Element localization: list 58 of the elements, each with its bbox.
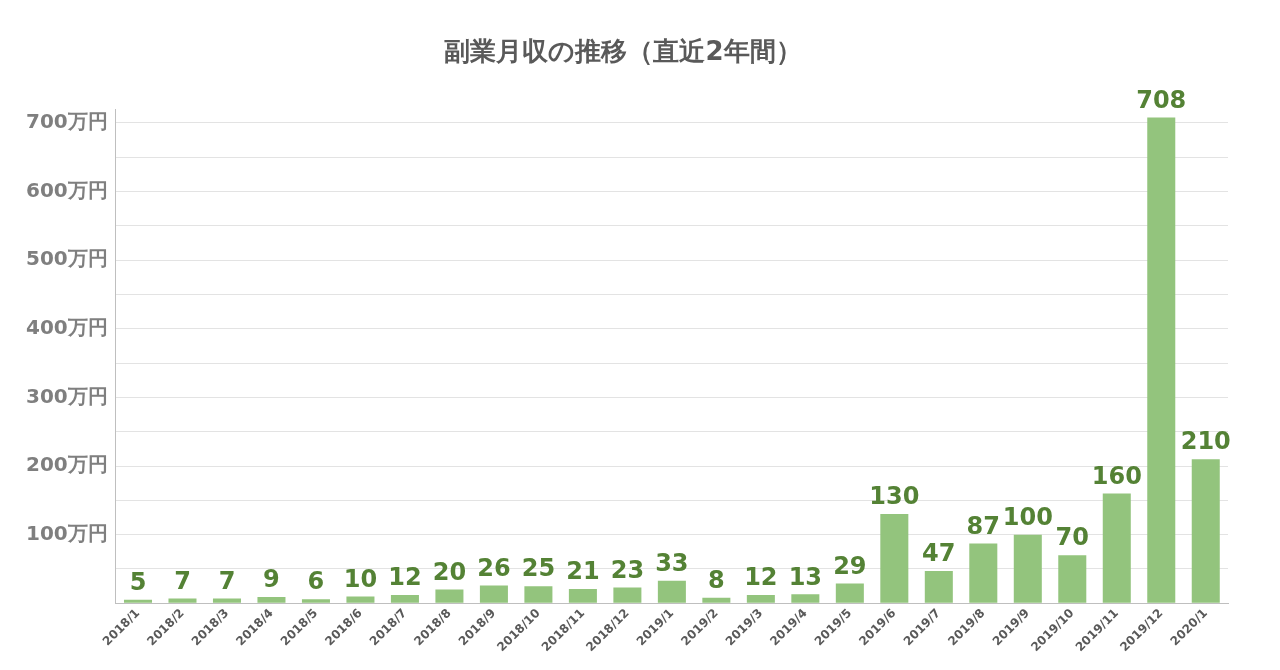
y-tick-label: 300万円 [26,383,108,408]
data-label: 5 [129,568,147,597]
bar [924,571,953,603]
y-tick-label: 100万円 [26,520,108,545]
bar [880,514,909,603]
bar [168,598,197,603]
data-label: 33 [655,548,689,577]
bar [1013,534,1042,603]
y-tick-label: 600万円 [26,177,108,202]
bar [702,597,731,603]
data-label: 21 [566,557,600,586]
bar [1191,459,1220,603]
bar [524,586,553,603]
data-label: 29 [833,551,867,580]
bar [1058,555,1087,603]
bar [969,543,998,603]
bar [613,587,642,603]
data-label: 25 [521,554,556,583]
data-label: 13 [788,562,823,591]
data-label: 130 [869,482,920,511]
data-label: 70 [1055,523,1089,552]
bar [346,596,375,603]
chart-title: 副業月収の推移（直近2年間） [444,36,802,67]
y-tick-label: 200万円 [26,452,108,477]
data-label: 12 [388,563,422,592]
bar [1102,493,1131,603]
bar [568,588,597,603]
bar [301,599,330,603]
data-label: 100 [1002,502,1053,531]
data-label: 160 [1091,461,1142,490]
bar [123,599,153,603]
data-label: 47 [922,539,956,568]
y-tick-label: 700万円 [26,109,108,134]
y-tick-label: 500万円 [26,246,108,271]
data-label: 8 [708,566,725,595]
bar [835,583,864,603]
bar [791,594,820,603]
data-label: 708 [1136,85,1187,114]
bar [390,595,419,603]
bar [435,589,464,603]
data-label: 26 [477,553,511,582]
bar [212,598,241,603]
data-label: 12 [744,563,778,592]
data-label: 20 [432,557,467,586]
bar [257,597,286,603]
data-label: 9 [263,565,280,594]
y-tick-label: 400万円 [26,315,108,339]
data-label: 10 [343,564,378,593]
bar [657,580,686,603]
data-label: 6 [307,567,325,596]
data-label: 7 [174,566,191,595]
data-label: 7 [218,566,236,595]
data-label: 23 [610,555,645,584]
data-label: 87 [966,511,1001,540]
bar [746,595,775,603]
data-label: 210 [1180,427,1231,456]
bar [1147,117,1176,603]
bar [479,585,508,603]
